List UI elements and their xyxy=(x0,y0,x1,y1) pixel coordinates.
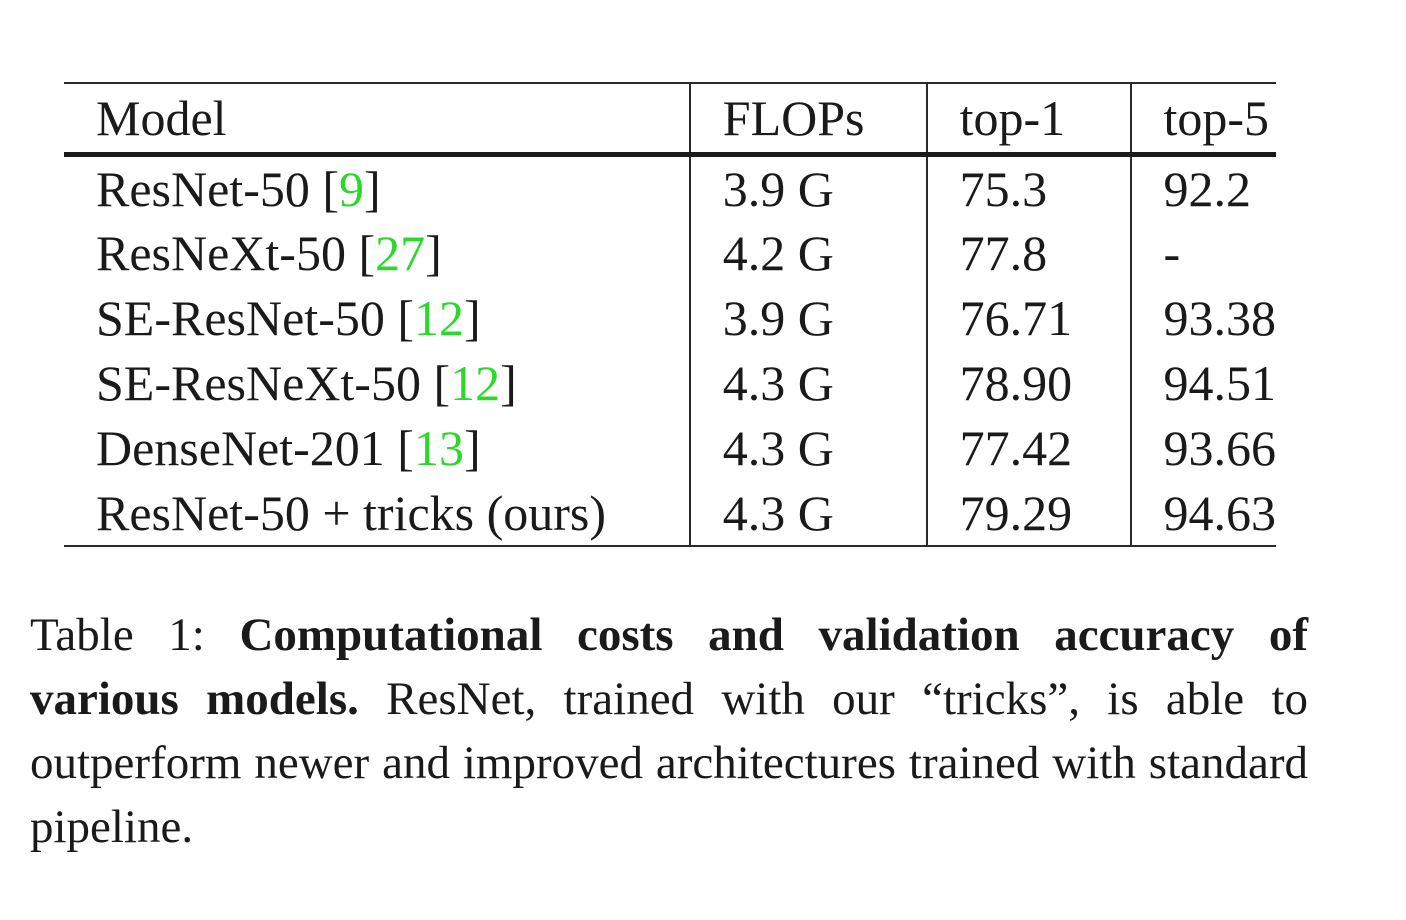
flops-cell: 4.2 G xyxy=(688,220,927,286)
top5-cell: 92.2 xyxy=(1129,154,1276,221)
top1-cell: 77.42 xyxy=(925,415,1131,481)
table-caption: Table 1: Computational costs and validat… xyxy=(30,603,1308,859)
top5-cell: - xyxy=(1129,220,1276,286)
header-top5: top-5 xyxy=(1129,83,1276,155)
flops-cell: 4.3 G xyxy=(688,415,927,481)
citation-link[interactable]: 12 xyxy=(450,355,501,411)
top1-cell: 75.3 xyxy=(925,154,1131,221)
model-cell: ResNet-50 [9] xyxy=(96,160,381,217)
model-name: SE-ResNeXt-50 xyxy=(96,355,421,411)
model-cell: SE-ResNeXt-50 [12] xyxy=(96,355,517,411)
table-row-ours: ResNet-50 + tricks (ours) 4.3 G 79.29 94… xyxy=(64,480,1276,546)
top5-cell: 93.38 xyxy=(1129,285,1276,351)
flops-cell: 4.3 G xyxy=(688,350,927,416)
flops-cell: 3.9 G xyxy=(688,285,927,351)
top1-cell: 76.71 xyxy=(925,285,1131,351)
top1-cell-best: 79.29 xyxy=(925,480,1131,546)
model-cell: ResNet-50 + tricks (ours) xyxy=(96,484,607,541)
flops-cell: 3.9 G xyxy=(688,154,927,221)
flops-cell: 4.3 G xyxy=(688,480,927,546)
model-cell: DenseNet-201 [13] xyxy=(96,420,481,476)
header-flops: FLOPs xyxy=(688,83,927,155)
top5-cell-best: 94.63 xyxy=(1129,480,1276,546)
caption-label: Table 1: xyxy=(30,609,205,661)
caption-body: ResNet, trained with our “tricks”, is ab… xyxy=(30,673,1309,853)
table-row: DenseNet-201 [13] 4.3 G 77.42 93.66 xyxy=(64,415,1276,481)
citation-link[interactable]: 9 xyxy=(339,160,364,217)
table-header-row: Model FLOPs top-1 top-5 xyxy=(64,83,1276,155)
caption-title: Computational costs and validation accur… xyxy=(30,609,1309,725)
citation-link[interactable]: 12 xyxy=(414,290,464,346)
citation-link[interactable]: 13 xyxy=(413,420,464,476)
results-table-container: Model FLOPs top-1 top-5 ResNet-50 [9] 3.… xyxy=(64,82,1276,547)
model-name: ResNet-50 xyxy=(96,160,310,217)
citation-link[interactable]: 27 xyxy=(375,225,426,281)
top5-cell: 93.66 xyxy=(1129,415,1276,481)
model-cell: ResNeXt-50 [27] xyxy=(96,225,442,281)
table-row: ResNet-50 [9] 3.9 G 75.3 92.2 xyxy=(64,154,1276,221)
top5-cell: 94.51 xyxy=(1129,350,1276,416)
table-row: ResNeXt-50 [27] 4.2 G 77.8 - xyxy=(64,220,1276,286)
top1-cell: 77.8 xyxy=(925,220,1131,286)
top1-cell: 78.90 xyxy=(925,350,1131,416)
table-row: SE-ResNeXt-50 [12] 4.3 G 78.90 94.51 xyxy=(64,350,1276,416)
table-row: SE-ResNet-50 [12] 3.9 G 76.71 93.38 xyxy=(64,285,1276,351)
model-name: SE-ResNet-50 xyxy=(96,290,385,346)
results-table: Model FLOPs top-1 top-5 ResNet-50 [9] 3.… xyxy=(64,82,1276,547)
header-top1: top-1 xyxy=(925,83,1131,155)
model-name: ResNeXt-50 xyxy=(96,225,346,281)
model-cell: SE-ResNet-50 [12] xyxy=(96,290,481,346)
model-name: DenseNet-201 xyxy=(96,420,385,476)
header-model: Model xyxy=(96,90,227,146)
